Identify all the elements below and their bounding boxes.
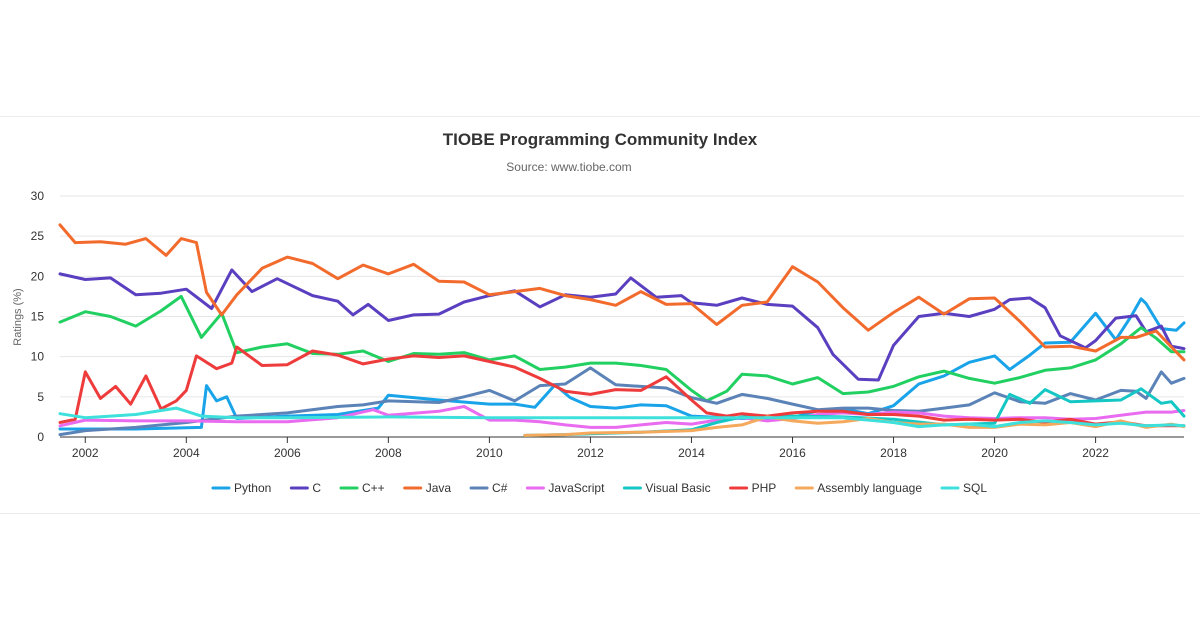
- legend-item-assembly-language[interactable]: Assembly language: [794, 481, 922, 495]
- legend-item-c[interactable]: C: [289, 481, 321, 495]
- chart-subtitle: Source: www.tiobe.com: [506, 160, 632, 174]
- y-axis-tick-labels: 0 5 10 15 20 25 30: [31, 189, 45, 444]
- y-tick-label: 30: [31, 189, 45, 203]
- legend-item-javascript[interactable]: JavaScript: [525, 481, 605, 495]
- legend-label: JavaScript: [548, 481, 605, 495]
- x-tick-label: 2014: [678, 446, 705, 460]
- series-line-c-: [58, 294, 1186, 403]
- x-tick-label: 2018: [880, 446, 907, 460]
- legend-item-sql[interactable]: SQL: [940, 481, 987, 495]
- x-tick-label: 2008: [375, 446, 402, 460]
- legend-label: Visual Basic: [645, 481, 710, 495]
- legend-item-python[interactable]: Python: [211, 481, 271, 495]
- x-tick-label: 2006: [274, 446, 301, 460]
- series-line-javascript: [58, 405, 1186, 429]
- legend-label: C#: [492, 481, 508, 495]
- legend-label: Assembly language: [817, 481, 922, 495]
- series-line-sql: [58, 406, 1186, 429]
- legend-label: SQL: [963, 481, 987, 495]
- y-tick-label: 25: [31, 229, 45, 243]
- y-tick-label: 20: [31, 269, 45, 283]
- x-tick-label: 2016: [779, 446, 806, 460]
- y-tick-label: 5: [37, 390, 44, 404]
- y-tick-label: 10: [31, 350, 45, 364]
- series-line-java: [58, 223, 1186, 362]
- legend-item-php[interactable]: PHP: [729, 481, 777, 495]
- legend-label: PHP: [752, 481, 777, 495]
- series-lines: [58, 223, 1186, 437]
- chart-title: TIOBE Programming Community Index: [442, 130, 758, 149]
- legend-item-c-[interactable]: C++: [339, 481, 385, 495]
- legend-label: Python: [234, 481, 271, 495]
- y-tick-label: 15: [31, 310, 45, 324]
- legend-label: Java: [426, 481, 452, 495]
- x-tick-label: 2010: [476, 446, 503, 460]
- x-tick-label: 2004: [173, 446, 200, 460]
- x-axis-tick-labels: 2002 2004 2006 2008 2010 2012 2014 2016 2018 2020…: [72, 446, 1109, 460]
- legend-item-c-[interactable]: C#: [469, 481, 508, 495]
- series-line-c: [58, 268, 1186, 382]
- x-tick-label: 2020: [981, 446, 1008, 460]
- x-axis: [60, 436, 1184, 443]
- y-tick-label: 0: [37, 430, 44, 444]
- series-line-php: [58, 345, 1186, 428]
- x-tick-label: 2002: [72, 446, 99, 460]
- legend[interactable]: Python C C++ Java C# JavaScript Visual Basic PH…: [211, 481, 987, 495]
- legend-label: C++: [362, 481, 385, 495]
- x-tick-label: 2022: [1082, 446, 1109, 460]
- y-axis-label: Ratings (%): [12, 288, 24, 345]
- chart-card: [0, 116, 1200, 514]
- legend-label: C: [312, 481, 321, 495]
- legend-item-visual-basic[interactable]: Visual Basic: [622, 481, 711, 495]
- x-tick-label: 2012: [577, 446, 604, 460]
- legend-item-java[interactable]: Java: [403, 481, 452, 495]
- series-line-c-: [58, 366, 1186, 437]
